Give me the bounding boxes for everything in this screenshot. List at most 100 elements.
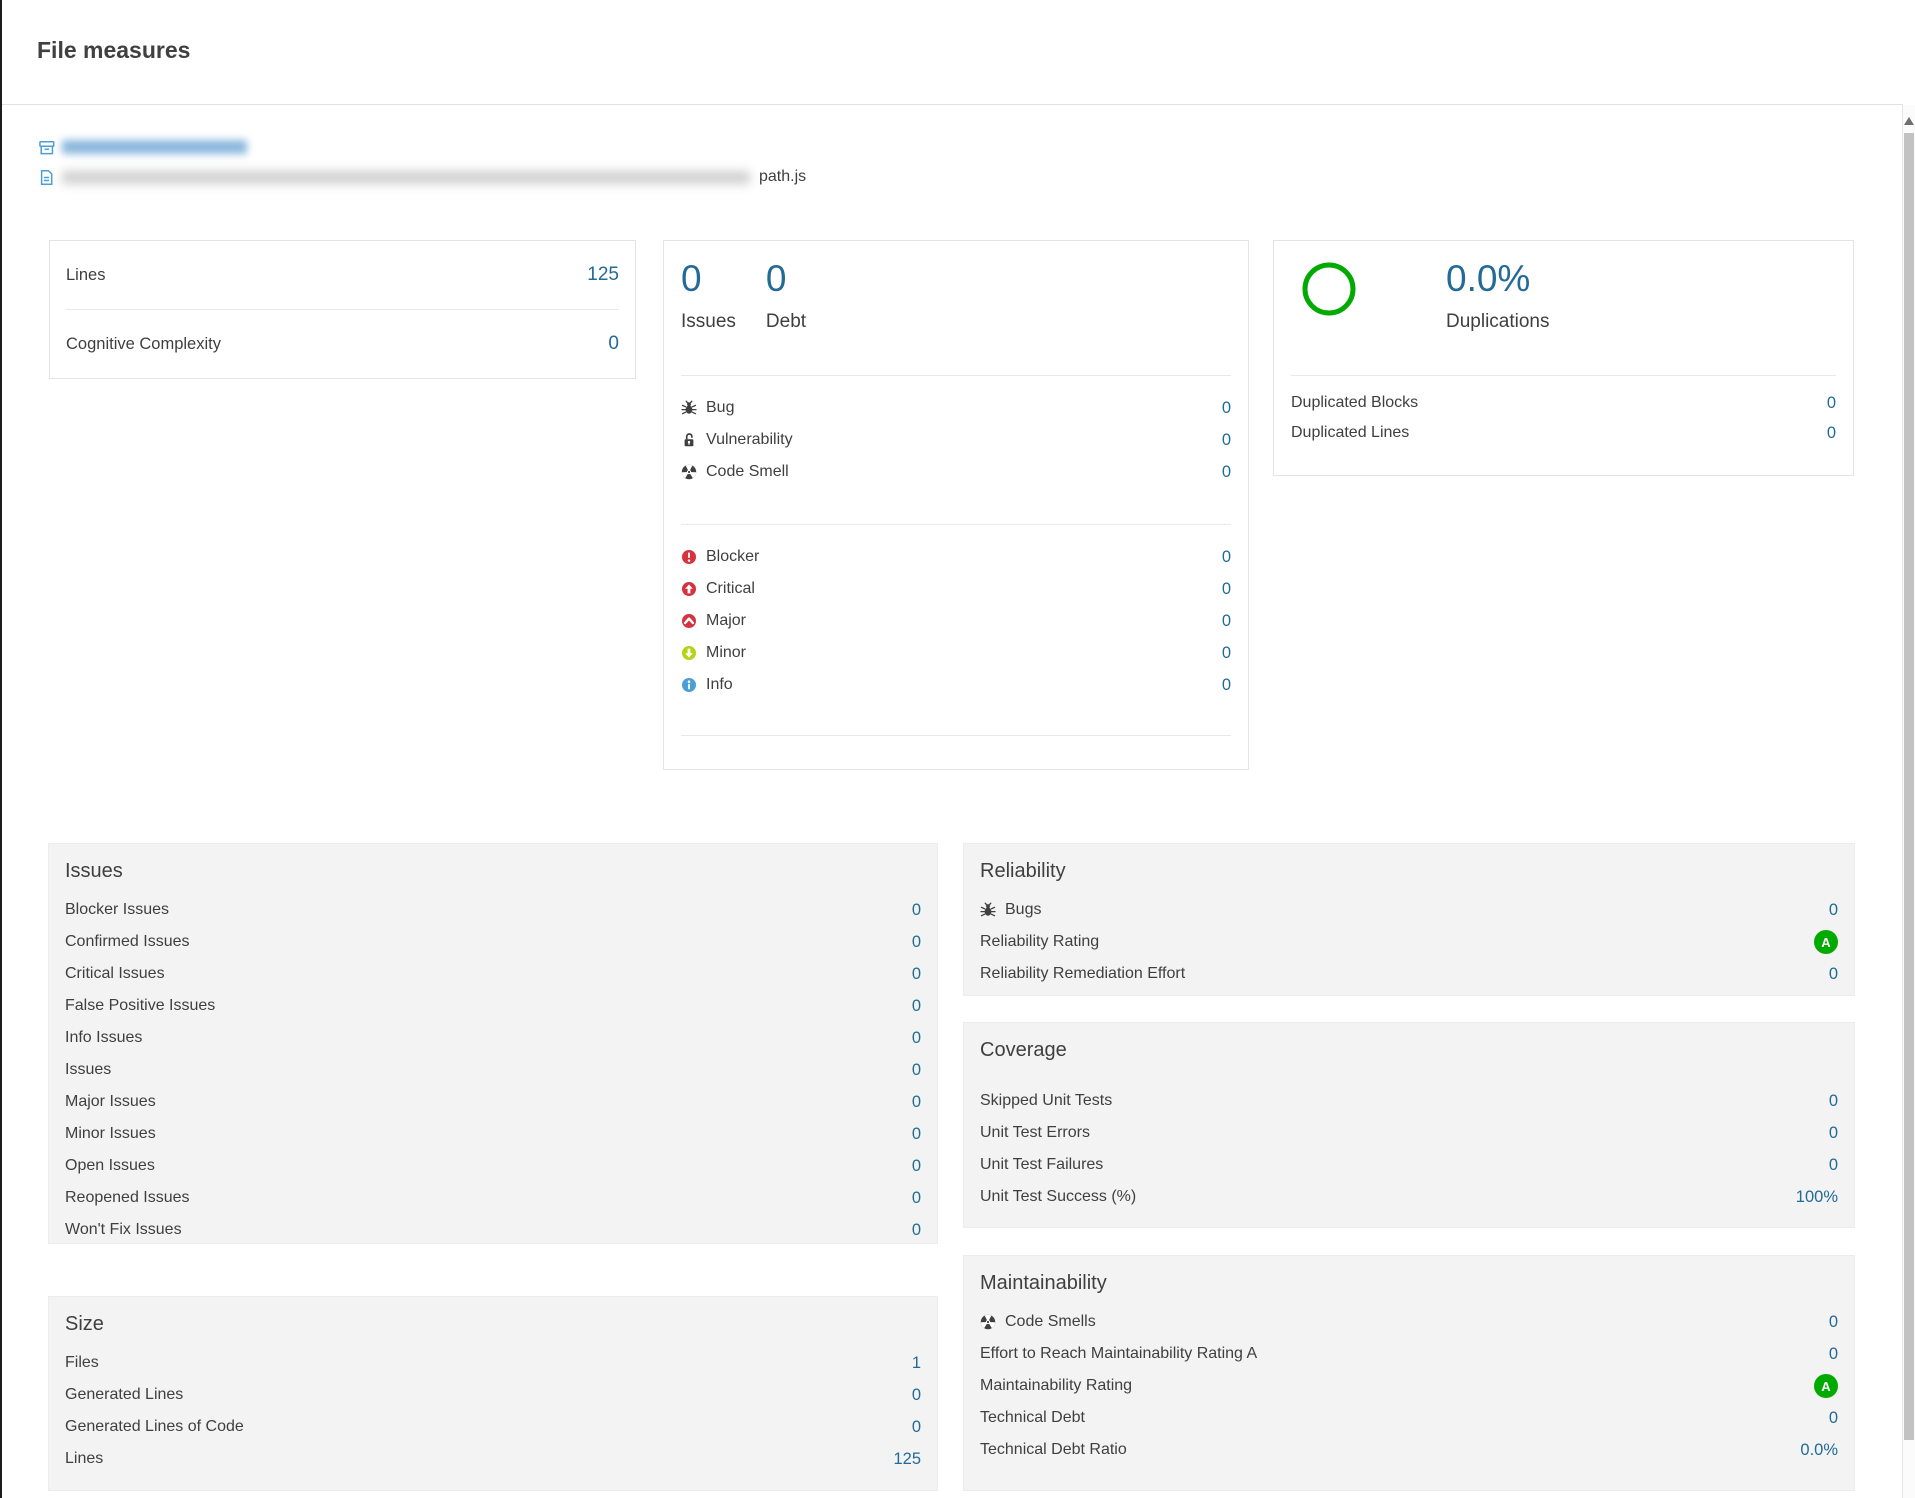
measure-label: Issues (65, 1061, 112, 1078)
severity-row: Critical 0 (681, 573, 1231, 605)
severity-value[interactable]: 0 (1221, 643, 1231, 662)
measure-label: Generated Lines (65, 1386, 184, 1403)
measure-row: Generated Lines 0 (65, 1379, 921, 1411)
measure-value[interactable]: 0 (911, 1417, 921, 1436)
measure-value[interactable]: 0 (1828, 964, 1838, 983)
measure-value[interactable]: 0 (1828, 900, 1838, 919)
vertical-scrollbar[interactable] (1902, 105, 1915, 1498)
scroll-up-arrow-icon[interactable] (1904, 117, 1914, 125)
measure-label: Bugs (1005, 901, 1042, 918)
measure-value[interactable]: 125 (587, 264, 619, 285)
measure-value[interactable]: 0 (911, 1220, 921, 1239)
severity-value[interactable]: 0 (1221, 579, 1231, 598)
duplications-caption: Duplications (1446, 311, 1550, 332)
bug-icon (980, 902, 996, 917)
measure-label: Confirmed Issues (65, 933, 190, 950)
measure-value[interactable]: 0 (1826, 393, 1836, 412)
issues-debt-card: 0 Issues 0 Debt Bug 0 Vulnerability 0 (663, 240, 1249, 770)
file-path-suffix: path.js (759, 168, 807, 185)
issues-debt-summary: 0 Issues 0 Debt (664, 241, 1248, 375)
measure-row: Technical Debt 0 (980, 1402, 1838, 1434)
measure-value[interactable]: 100% (1795, 1187, 1838, 1206)
measure-value[interactable]: 1 (911, 1353, 921, 1372)
card-divider (681, 375, 1231, 376)
measure-label: Unit Test Failures (980, 1156, 1104, 1173)
issue-type-value[interactable]: 0 (1221, 430, 1231, 449)
measure-label: Maintainability Rating (980, 1377, 1133, 1394)
measure-value[interactable]: 0 (911, 1028, 921, 1047)
reliability-rating-badge[interactable]: A (1814, 930, 1838, 954)
breadcrumb: path.js (38, 134, 806, 190)
measure-label: Technical Debt Ratio (980, 1441, 1127, 1458)
measure-value[interactable]: 0 (911, 1188, 921, 1207)
metrics-card: Lines 125 Cognitive Complexity 0 (49, 240, 636, 379)
measure-value[interactable]: 0 (608, 333, 619, 354)
measure-label: Technical Debt (980, 1409, 1085, 1426)
measure-value[interactable]: 0 (1826, 423, 1836, 442)
measure-value[interactable]: 0 (1828, 1155, 1838, 1174)
measure-value[interactable]: 0 (911, 1385, 921, 1404)
measure-row: Major Issues 0 (65, 1086, 921, 1118)
severity-value[interactable]: 0 (1221, 675, 1231, 694)
measure-label: Lines (66, 265, 106, 284)
duplications-percent[interactable]: 0.0% (1446, 258, 1531, 299)
measure-label: Reopened Issues (65, 1189, 190, 1206)
severity-row: Minor 0 (681, 637, 1231, 669)
issue-type-value[interactable]: 0 (1221, 398, 1231, 417)
measure-label: False Positive Issues (65, 997, 216, 1014)
measure-label: Minor Issues (65, 1125, 156, 1142)
measure-value[interactable]: 0 (1828, 1408, 1838, 1427)
panel-title: Coverage (980, 1039, 1067, 1061)
debt-count[interactable]: 0 (765, 258, 787, 299)
measure-value[interactable]: 0 (911, 1060, 921, 1079)
breadcrumb-project[interactable] (38, 134, 806, 160)
measure-label: Skipped Unit Tests (980, 1092, 1113, 1109)
size-panel: Size Files 1 Generated Lines 0 Generated L… (48, 1296, 938, 1491)
severity-value[interactable]: 0 (1221, 611, 1231, 630)
measure-value[interactable]: 125 (893, 1449, 921, 1468)
issue-type-value[interactable]: 0 (1221, 462, 1231, 481)
measure-value[interactable]: 0 (1828, 1344, 1838, 1363)
measure-value[interactable]: 0 (911, 1124, 921, 1143)
issues-count[interactable]: 0 (681, 258, 702, 299)
duplications-list: Duplicated Blocks 0 Duplicated Lines 0 (1274, 376, 1853, 460)
measure-value[interactable]: 0 (911, 964, 921, 983)
measure-row: Blocker Issues 0 (65, 894, 921, 926)
measure-label: Cognitive Complexity (66, 334, 221, 353)
measure-label: Files (65, 1354, 99, 1371)
measure-row: Critical Issues 0 (65, 958, 921, 990)
maintainability-panel: Maintainability Code Smells 0 Effort to … (963, 1255, 1855, 1491)
measure-label: Unit Test Errors (980, 1124, 1090, 1141)
severity-value[interactable]: 0 (1221, 547, 1231, 566)
measure-row: Reliability Rating A (980, 926, 1838, 958)
measure-row: Technical Debt Ratio 0.0% (980, 1434, 1838, 1466)
severity-major-icon (681, 613, 697, 629)
measure-row: Unit Test Failures 0 (980, 1149, 1838, 1181)
project-name-redacted[interactable] (62, 140, 247, 154)
measure-row: Generated Lines of Code 0 (65, 1411, 921, 1443)
measure-value[interactable]: 0 (911, 900, 921, 919)
window-left-edge (0, 0, 2, 1498)
measure-row: Lines 125 (66, 241, 619, 309)
maintainability-rating-badge[interactable]: A (1814, 1374, 1838, 1398)
measure-label: Code Smells (1005, 1313, 1096, 1330)
measure-row: Effort to Reach Maintainability Rating A… (980, 1338, 1838, 1370)
measure-row: Issues 0 (65, 1054, 921, 1086)
measure-value[interactable]: 0 (911, 1092, 921, 1111)
measure-value[interactable]: 0 (911, 932, 921, 951)
measure-value[interactable]: 0 (1828, 1123, 1838, 1142)
measure-label: Generated Lines of Code (65, 1418, 244, 1435)
measure-label: Effort to Reach Maintainability Rating A (980, 1345, 1258, 1362)
measure-value[interactable]: 0 (1828, 1312, 1838, 1331)
scrollbar-thumb[interactable] (1904, 133, 1914, 1440)
measure-value[interactable]: 0 (911, 1156, 921, 1175)
issue-type-label: Bug (706, 399, 735, 416)
measure-value[interactable]: 0.0% (1800, 1440, 1838, 1459)
measure-value[interactable]: 0 (1828, 1091, 1838, 1110)
page-title: File measures (37, 37, 191, 63)
measure-label: Lines (65, 1450, 104, 1467)
measure-value[interactable]: 0 (911, 996, 921, 1015)
measure-row: Unit Test Errors 0 (980, 1117, 1838, 1149)
breadcrumb-file[interactable]: path.js (38, 164, 806, 190)
